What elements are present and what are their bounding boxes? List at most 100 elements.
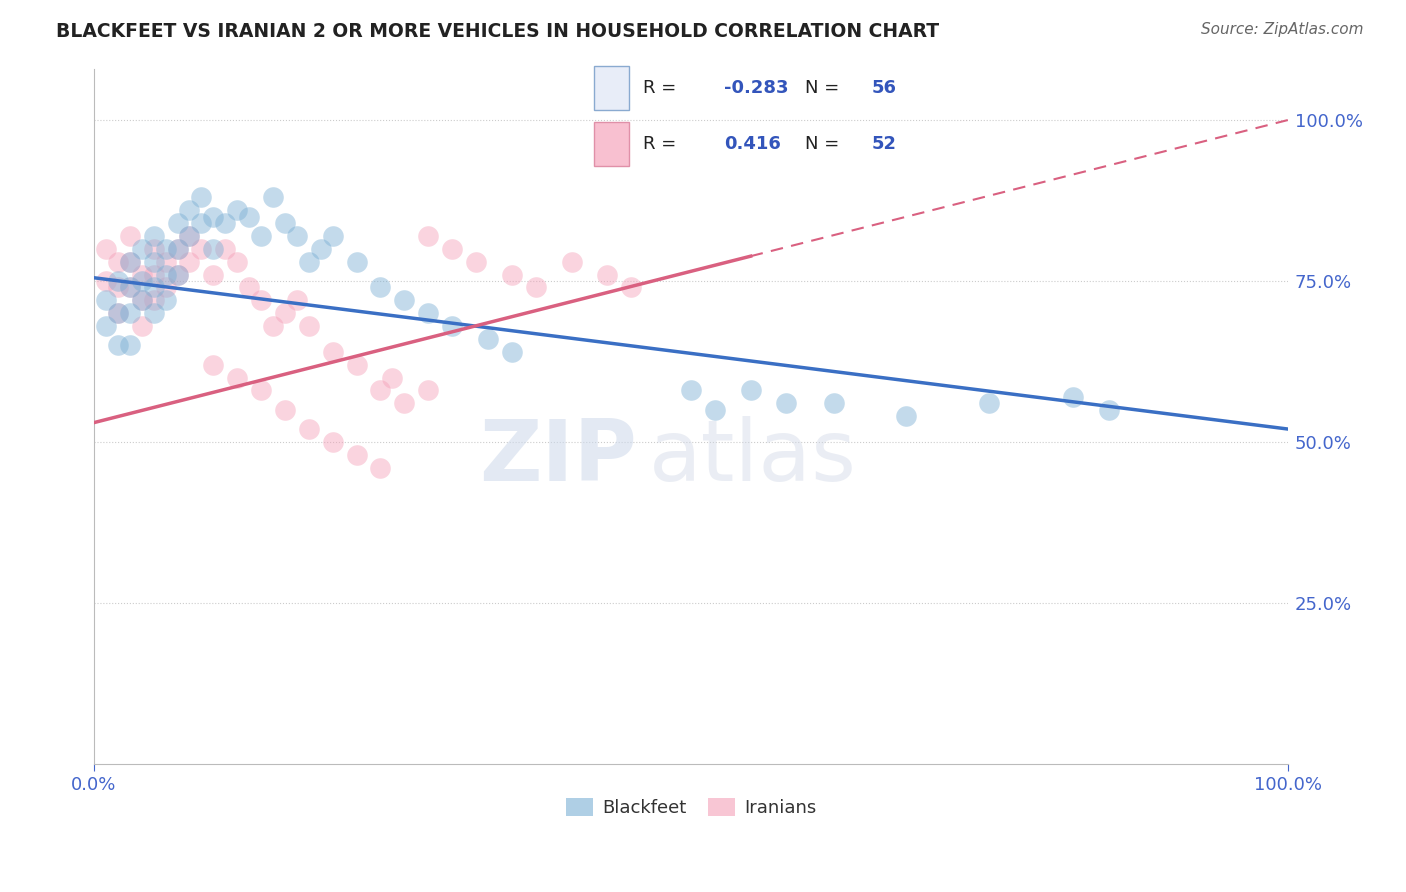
Point [274, 402, 297, 417]
Point [226, 254, 249, 268]
Point [107, 280, 129, 294]
Point [441, 319, 464, 334]
Point [596, 268, 619, 282]
Point [298, 254, 321, 268]
Point [118, 280, 141, 294]
Text: R =: R = [644, 78, 676, 97]
Point [131, 293, 153, 308]
Point [142, 242, 165, 256]
Point [418, 228, 440, 243]
Point [179, 254, 201, 268]
Point [250, 384, 273, 398]
Point [155, 280, 177, 294]
Point [107, 338, 129, 352]
Point [131, 268, 153, 282]
Text: 56: 56 [872, 78, 897, 97]
Point [465, 254, 488, 268]
Point [94, 274, 117, 288]
Point [1098, 402, 1121, 417]
Point [155, 293, 177, 308]
Point [679, 384, 702, 398]
Point [166, 268, 188, 282]
Point [166, 216, 188, 230]
Point [620, 280, 643, 294]
Point [381, 370, 404, 384]
Point [107, 306, 129, 320]
Point [226, 203, 249, 218]
Point [394, 293, 416, 308]
Point [166, 242, 188, 256]
Point [118, 306, 141, 320]
Text: ZIP: ZIP [479, 417, 637, 500]
Point [394, 396, 416, 410]
Text: BLACKFEET VS IRANIAN 2 OR MORE VEHICLES IN HOUSEHOLD CORRELATION CHART: BLACKFEET VS IRANIAN 2 OR MORE VEHICLES … [56, 22, 939, 41]
Point [107, 306, 129, 320]
Point [1062, 390, 1084, 404]
Point [285, 293, 308, 308]
Point [142, 228, 165, 243]
Point [107, 274, 129, 288]
Point [131, 242, 153, 256]
Point [155, 242, 177, 256]
Point [894, 409, 917, 424]
Point [285, 228, 308, 243]
Point [309, 242, 332, 256]
Point [501, 344, 523, 359]
Point [322, 228, 344, 243]
Text: -0.283: -0.283 [724, 78, 789, 97]
FancyBboxPatch shape [593, 66, 630, 110]
Point [118, 254, 141, 268]
Point [142, 268, 165, 282]
Text: atlas: atlas [650, 417, 858, 500]
Point [370, 384, 392, 398]
Point [94, 242, 117, 256]
FancyBboxPatch shape [593, 122, 630, 166]
Point [979, 396, 1001, 410]
Point [118, 254, 141, 268]
Point [418, 384, 440, 398]
Point [322, 434, 344, 449]
Point [202, 242, 225, 256]
Text: N =: N = [804, 78, 839, 97]
Text: R =: R = [644, 135, 676, 153]
Point [190, 216, 212, 230]
Point [107, 254, 129, 268]
Point [775, 396, 797, 410]
Point [250, 293, 273, 308]
Point [118, 228, 141, 243]
Point [166, 242, 188, 256]
Text: N =: N = [804, 135, 839, 153]
Point [740, 384, 762, 398]
Point [346, 358, 368, 372]
Point [202, 210, 225, 224]
Point [370, 460, 392, 475]
Point [370, 280, 392, 294]
Point [142, 254, 165, 268]
Point [226, 370, 249, 384]
Point [179, 228, 201, 243]
Point [190, 190, 212, 204]
Point [250, 228, 273, 243]
Point [155, 268, 177, 282]
Point [560, 254, 582, 268]
Point [179, 228, 201, 243]
Point [94, 319, 117, 334]
Point [166, 268, 188, 282]
Point [179, 203, 201, 218]
Point [118, 280, 141, 294]
Point [441, 242, 464, 256]
Point [703, 402, 725, 417]
Point [131, 319, 153, 334]
Point [238, 210, 260, 224]
Point [142, 280, 165, 294]
Point [262, 319, 284, 334]
Text: Source: ZipAtlas.com: Source: ZipAtlas.com [1201, 22, 1364, 37]
Point [501, 268, 523, 282]
Text: 52: 52 [872, 135, 897, 153]
Point [202, 358, 225, 372]
Point [214, 242, 236, 256]
Point [524, 280, 547, 294]
Point [214, 216, 236, 230]
Point [131, 293, 153, 308]
Point [823, 396, 845, 410]
